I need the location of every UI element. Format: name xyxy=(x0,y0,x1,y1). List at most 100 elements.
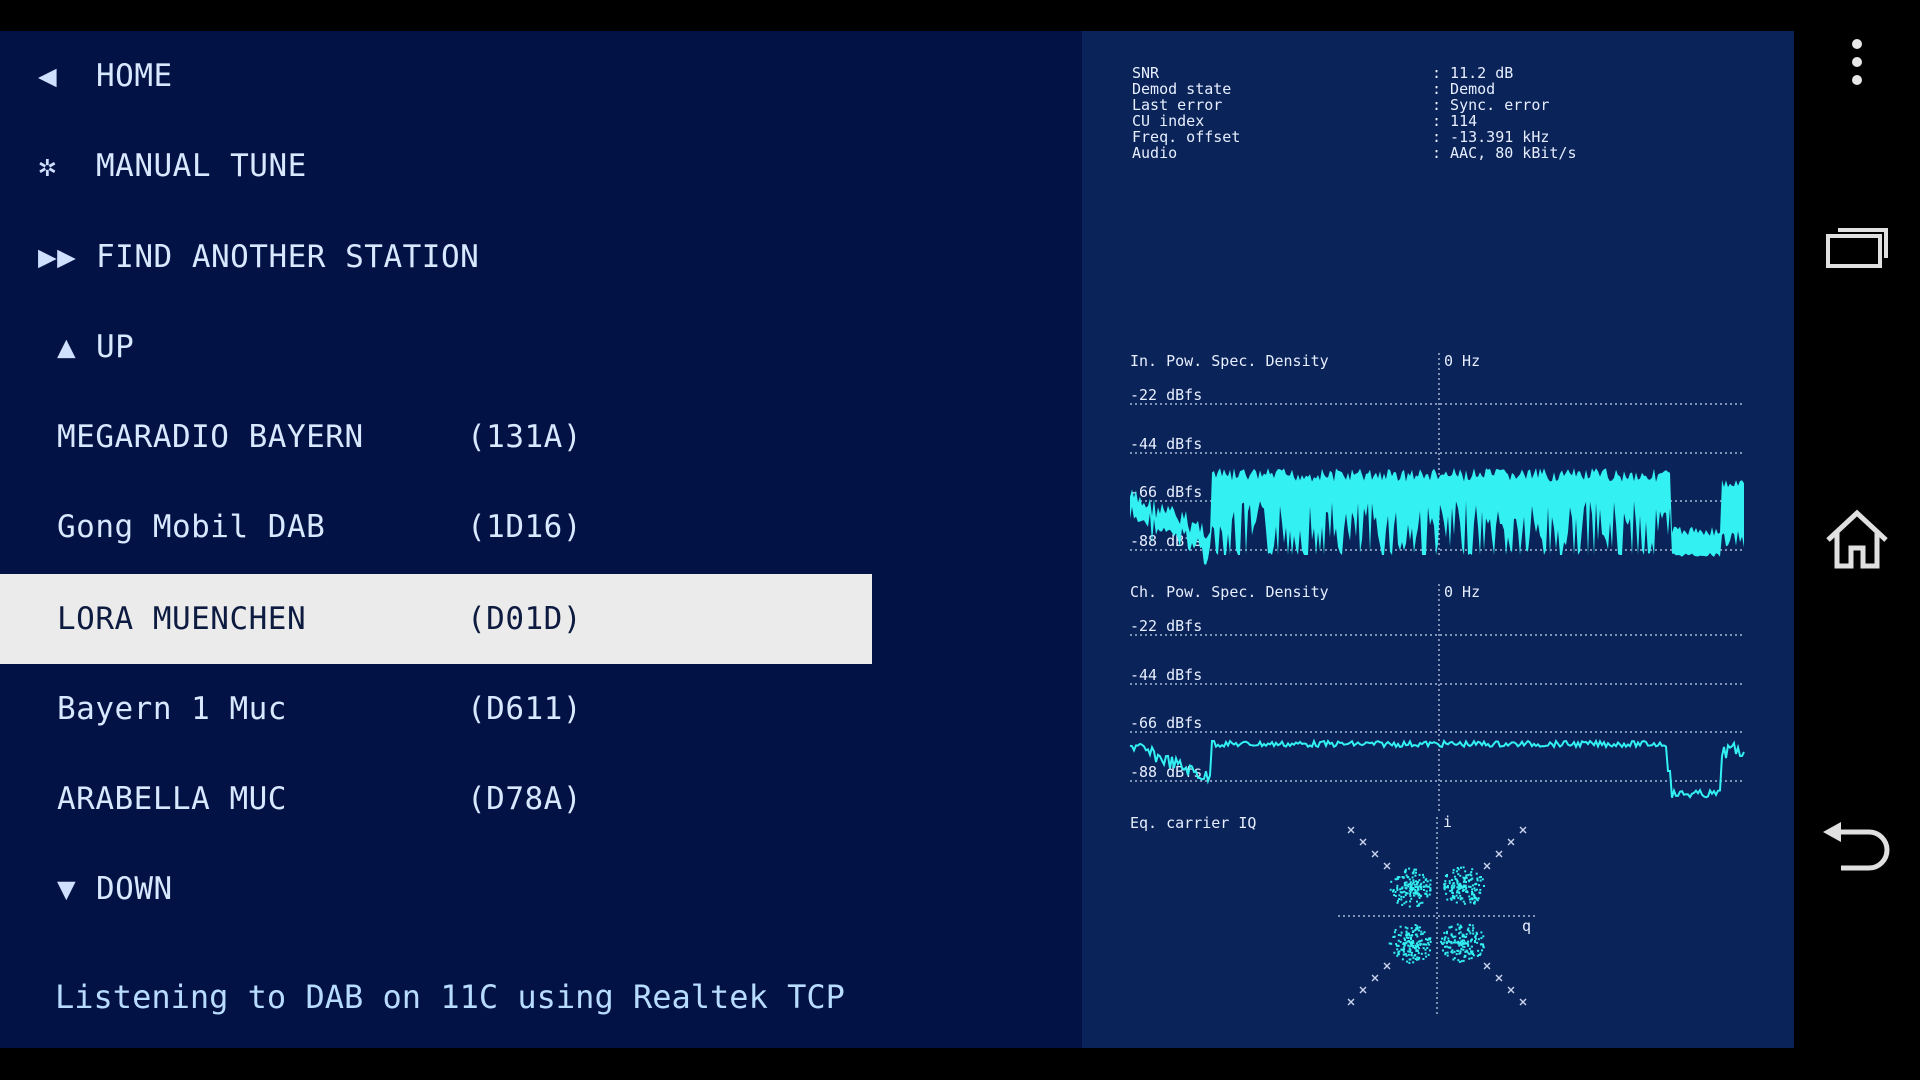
iq-point xyxy=(1407,883,1410,886)
iq-point xyxy=(1397,951,1400,954)
iq-point xyxy=(1422,876,1425,879)
iq-point xyxy=(1413,894,1416,897)
iq-point xyxy=(1451,887,1454,890)
iq-point xyxy=(1448,880,1451,883)
iq-point xyxy=(1443,938,1446,941)
iq-point xyxy=(1449,889,1452,892)
iq-point xyxy=(1478,884,1480,887)
iq-point xyxy=(1447,886,1449,889)
iq-ref-mark xyxy=(1483,862,1491,870)
iq-point xyxy=(1445,892,1448,895)
iq-point xyxy=(1416,943,1419,946)
iq-point xyxy=(1407,950,1410,953)
iq-point xyxy=(1458,927,1461,930)
iq-point xyxy=(1416,926,1419,929)
iq-point xyxy=(1429,940,1432,943)
iq-point xyxy=(1393,931,1396,934)
station-code: (1D16) xyxy=(467,509,582,545)
level-label: -44 dBfs xyxy=(1130,435,1202,453)
iq-point xyxy=(1482,945,1485,948)
iq-point xyxy=(1446,954,1449,957)
iq-point xyxy=(1397,934,1400,936)
iq-point xyxy=(1410,954,1413,957)
iq-point xyxy=(1417,887,1419,890)
home-menu-item[interactable]: ◀ HOME xyxy=(0,31,872,121)
iq-point xyxy=(1422,947,1425,950)
iq-point xyxy=(1410,944,1413,947)
iq-point xyxy=(1443,937,1446,940)
fast-forward-icon: ▶▶ xyxy=(38,239,77,275)
station-item[interactable]: Bayern 1 Muc (D611) xyxy=(0,664,872,754)
iq-point xyxy=(1465,887,1467,890)
iq-point xyxy=(1468,895,1471,898)
iq-point xyxy=(1450,926,1453,928)
iq-point xyxy=(1458,926,1461,929)
iq-point xyxy=(1417,903,1420,906)
iq-point xyxy=(1470,871,1473,874)
iq-point xyxy=(1453,939,1456,942)
up-menu-item[interactable]: ▲ UP xyxy=(0,302,872,392)
recent-apps-icon[interactable] xyxy=(1794,222,1920,270)
channel-spectrum-trace xyxy=(1129,738,1745,799)
iq-point xyxy=(1422,943,1425,946)
iq-point xyxy=(1447,939,1450,942)
overflow-menu-icon[interactable] xyxy=(1794,36,1920,92)
iq-point xyxy=(1423,931,1426,934)
iq-point xyxy=(1458,942,1461,945)
iq-point xyxy=(1415,958,1418,961)
iq-point xyxy=(1403,902,1406,905)
iq-point xyxy=(1483,885,1485,887)
iq-point xyxy=(1415,927,1418,930)
iq-point xyxy=(1408,889,1411,892)
back-icon[interactable] xyxy=(1794,818,1920,874)
iq-point xyxy=(1458,944,1461,947)
iq-point xyxy=(1458,937,1461,940)
iq-ref-mark xyxy=(1383,862,1391,870)
channel-psd-center: 0 Hz xyxy=(1444,583,1480,601)
iq-point xyxy=(1469,901,1472,904)
find-station-menu-item[interactable]: ▶▶ FIND ANOTHER STATION xyxy=(0,212,872,302)
station-code: (131A) xyxy=(467,419,582,455)
iq-point xyxy=(1462,889,1465,891)
iq-point xyxy=(1440,940,1443,943)
iq-point xyxy=(1457,949,1460,952)
iq-point xyxy=(1409,894,1412,897)
iq-point xyxy=(1467,940,1469,943)
iq-point xyxy=(1408,878,1411,881)
manual-tune-menu-item[interactable]: ✲ MANUAL TUNE xyxy=(0,121,872,211)
station-item-selected[interactable]: LORA MUENCHEN (D01D) xyxy=(0,574,872,664)
iq-point xyxy=(1409,949,1412,952)
iq-point xyxy=(1425,884,1428,887)
iq-point xyxy=(1395,878,1398,881)
station-name: ARABELLA MUC xyxy=(57,781,287,817)
iq-point xyxy=(1414,947,1417,950)
iq-point xyxy=(1480,931,1483,934)
iq-point xyxy=(1468,930,1471,933)
iq-point xyxy=(1418,885,1421,888)
iq-point xyxy=(1476,941,1479,944)
iq-point xyxy=(1415,946,1418,948)
channel-psd-title: Ch. Pow. Spec. Density xyxy=(1130,583,1329,601)
down-menu-item[interactable]: ▼ DOWN xyxy=(0,844,872,934)
iq-point xyxy=(1429,937,1432,940)
iq-point xyxy=(1403,884,1406,887)
iq-point xyxy=(1475,872,1478,875)
iq-point xyxy=(1420,930,1423,933)
iq-point xyxy=(1443,887,1446,890)
iq-point xyxy=(1479,891,1482,894)
iq-point xyxy=(1396,887,1399,889)
iq-point xyxy=(1393,935,1396,938)
home-icon[interactable] xyxy=(1794,508,1920,570)
iq-point xyxy=(1415,868,1417,871)
station-item[interactable]: Gong Mobil DAB (1D16) xyxy=(0,482,872,572)
iq-point xyxy=(1412,888,1415,891)
iq-point xyxy=(1414,944,1417,947)
iq-point xyxy=(1459,950,1462,953)
iq-point xyxy=(1459,951,1462,954)
iq-point xyxy=(1416,900,1418,903)
station-item[interactable]: MEGARADIO BAYERN (131A) xyxy=(0,392,872,482)
iq-point xyxy=(1400,898,1403,901)
iq-point xyxy=(1463,878,1466,881)
iq-point xyxy=(1396,901,1399,904)
station-item[interactable]: ARABELLA MUC (D78A) xyxy=(0,754,872,844)
